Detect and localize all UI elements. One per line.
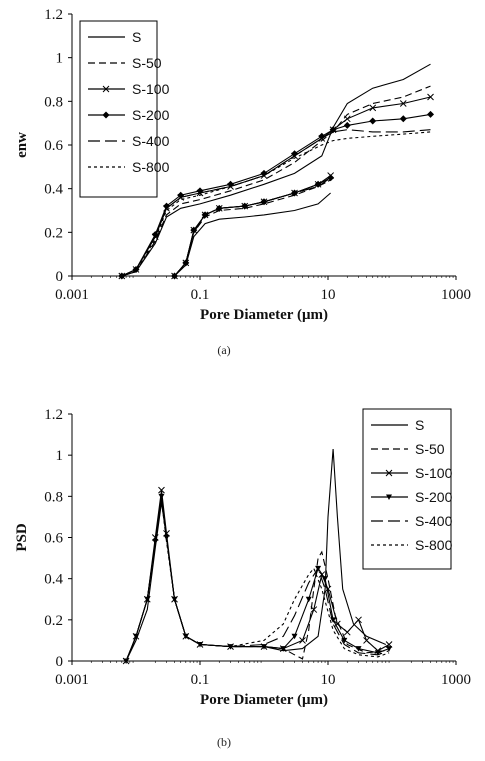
chart-a-series-s-800-line xyxy=(121,131,431,277)
chart-a-y-tick-label: 0.4 xyxy=(44,182,63,198)
chart-b-y-tick-label: 0 xyxy=(56,654,64,670)
chart-b-legend-s-800-label: S-800 xyxy=(415,537,453,553)
chart-b-series-s-200-marker xyxy=(322,576,329,582)
chart-a-series-s-200-marker xyxy=(327,174,335,182)
chart-b-x-tick-label: 10 xyxy=(321,672,336,688)
chart-a-y-axis-label: enw xyxy=(14,132,30,158)
chart-a-series-s-100-marker xyxy=(427,93,434,101)
chart-a-series-s-200-marker xyxy=(260,169,268,177)
chart-a-legend-s-800-label: S-800 xyxy=(132,159,170,175)
chart-b-series-s-200-marker xyxy=(374,650,381,656)
chart-a-y-tick-label: 1.2 xyxy=(44,7,63,23)
chart-a-legend-s-200-marker xyxy=(102,111,110,119)
chart-a-series-s-800-line xyxy=(174,179,331,277)
chart-a-series-s-200-marker xyxy=(329,126,337,134)
chart-a-series-s-100-marker xyxy=(343,115,351,123)
chart-a-caption: (a) xyxy=(217,343,230,357)
chart-a-series-s-100-marker xyxy=(369,104,377,112)
chart-b-series-s-100-line xyxy=(125,490,390,662)
chart-b-series-s-100-marker xyxy=(343,628,351,636)
chart-a-x-tick-label: 0.001 xyxy=(55,287,89,303)
chart-b-legend-s-400-label: S-400 xyxy=(415,513,453,529)
chart-b-series-s-line xyxy=(125,448,387,662)
chart-b-legend-s-100-label: S-100 xyxy=(415,465,453,481)
chart-b-y-axis-label: PSD xyxy=(14,523,30,552)
chart-a-series-s-400-line xyxy=(121,129,431,277)
chart-a-series-s-200-marker xyxy=(343,121,351,129)
chart-b: 0 0.2 0.4 0.6 0.8 1 1.2 0.001 0.1 10 1000 Pore Diam… xyxy=(14,407,471,749)
chart-b-y-tick-label: 0.2 xyxy=(44,613,63,629)
chart-b-x-axis-label: Pore Diameter (μm) xyxy=(200,692,328,708)
chart-b-x-tick-label: 0.1 xyxy=(191,672,210,688)
chart-b-series-s-100-marker xyxy=(324,585,332,593)
chart-b-series-s-200-marker xyxy=(280,646,287,652)
chart-a-y-tick-label: 0 xyxy=(56,269,64,285)
chart-b-y-tick-label: 0.8 xyxy=(44,489,63,505)
chart-b-series-s-100-marker xyxy=(355,616,362,624)
chart-b-y-tick-label: 0.4 xyxy=(44,572,63,588)
chart-a-legend-s-50-label: S-50 xyxy=(132,55,162,71)
chart-a-legend-s-200-label: S-200 xyxy=(132,107,170,123)
chart-a-series-s-100-marker xyxy=(399,100,407,107)
chart-a-series-s-200-marker xyxy=(427,110,435,118)
chart-a-series-s-200-marker xyxy=(291,150,299,158)
chart-a: 0 0.2 0.4 0.6 0.8 1 1.2 0.001 0.1 10 1000 Pore Diam… xyxy=(14,7,471,357)
chart-a-series-s-200-marker xyxy=(369,117,377,125)
chart-b-x-tick-label: 0.001 xyxy=(55,672,89,688)
chart-a-series-s-200-marker xyxy=(190,226,198,234)
chart-b-series-s-200-marker xyxy=(355,646,362,652)
chart-b-y-tick-label: 0.6 xyxy=(44,531,63,547)
chart-b-series-s-100-marker xyxy=(299,637,306,644)
chart-b-series-s-100-marker xyxy=(333,620,341,628)
chart-b-series-s-200-marker xyxy=(386,646,393,652)
chart-b-series-s-200-marker xyxy=(341,637,348,644)
chart-b-series-s-200-marker xyxy=(144,596,151,603)
chart-a-series-s-line xyxy=(174,192,331,277)
chart-a-y-tick-label: 0.8 xyxy=(44,94,63,110)
chart-a-legend-s-100-label: S-100 xyxy=(132,81,170,97)
chart-b-series-s-200-marker xyxy=(291,633,298,640)
chart-b-y-tick-label: 1.2 xyxy=(44,407,63,423)
chart-b-series-s-100-marker xyxy=(158,486,165,494)
chart-a-x-tick-label: 0.1 xyxy=(191,287,210,303)
chart-b-legend-box xyxy=(362,408,452,570)
chart-a-y-tick-label: 1 xyxy=(56,51,64,67)
chart-b-legend-s-50-label: S-50 xyxy=(415,441,445,457)
chart-b-series-s-200-marker xyxy=(261,644,267,650)
chart-a-legend-s-label: S xyxy=(132,29,141,45)
chart-b-series-s-200-marker xyxy=(123,658,130,664)
chart-b-series-s-100-marker xyxy=(310,606,318,613)
chart-a-legend-s-400-label: S-400 xyxy=(132,133,170,149)
chart-a-series-s-50-line xyxy=(174,179,331,277)
chart-a-legend-box xyxy=(79,20,158,198)
chart-b-series-s-400-line xyxy=(125,498,390,662)
chart-b-legend-s-100-marker xyxy=(385,469,393,477)
chart-a-series-s-100-line xyxy=(121,96,431,277)
chart-b-series-s-200-marker xyxy=(305,596,312,603)
chart-b-y-tick-label: 1 xyxy=(56,448,64,464)
chart-a-series-s-200-marker xyxy=(163,202,171,210)
chart-a-series-s-50-line xyxy=(121,85,431,277)
chart-a-series-s-200-marker xyxy=(399,115,407,123)
chart-b-caption: (b) xyxy=(217,735,231,749)
chart-b-series-s-100-marker xyxy=(363,637,370,644)
chart-b-legend-s-label: S xyxy=(415,417,424,433)
chart-a-y-tick-label: 0.2 xyxy=(44,225,63,241)
chart-a-series-s-line xyxy=(121,63,431,277)
chart-b-legend-s-200-label: S-200 xyxy=(415,489,453,505)
chart-b-series-s-200-marker xyxy=(158,493,165,500)
chart-b-legend-s-200-marker xyxy=(386,494,392,500)
chart-a-y-tick-label: 0.6 xyxy=(44,138,63,154)
chart-b-series-s-800-line xyxy=(125,500,390,662)
chart-a-x-tick-label: 1000 xyxy=(441,287,471,303)
chart-a-x-tick-label: 10 xyxy=(321,287,336,303)
chart-b-x-tick-label: 1000 xyxy=(441,672,471,688)
chart-a-legend-s-100-marker xyxy=(102,85,110,93)
chart-a-x-axis-label: Pore Diameter (μm) xyxy=(200,307,328,323)
